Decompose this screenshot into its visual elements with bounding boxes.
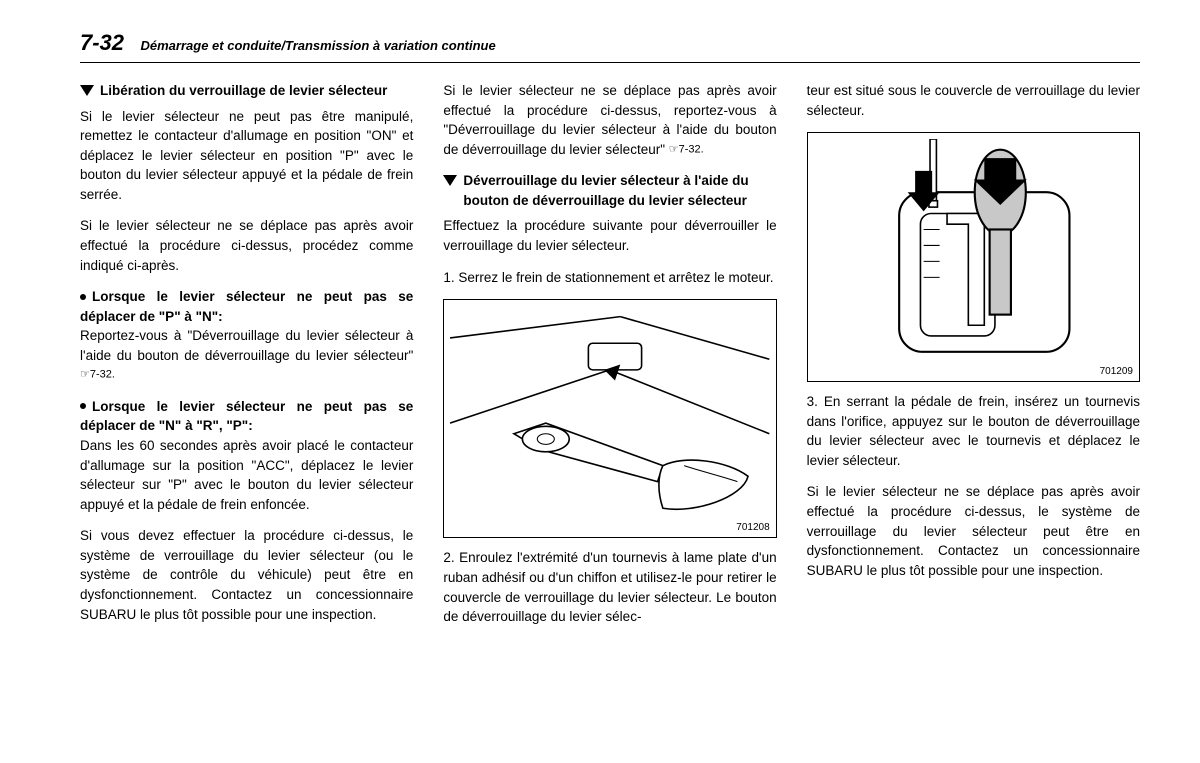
column-3: teur est situé sous le couvercle de verr… (807, 81, 1140, 639)
page-header: 7-32 Démarrage et conduite/Transmission … (80, 30, 1140, 63)
paragraph: Effectuez la procédure suivante pour dév… (443, 216, 776, 255)
step: 3. En serrant la pédale de frein, insére… (807, 392, 1140, 470)
column-2: Si le levier sélecteur ne se déplace pas… (443, 81, 776, 639)
illustration-screwdriver-cover (450, 306, 769, 519)
illustration-shifter-release (814, 139, 1133, 363)
figure-1: 701208 (443, 299, 776, 538)
paragraph: Si vous devez effectuer la procédure ci-… (80, 526, 413, 624)
figure-number: 701209 (814, 365, 1133, 380)
paragraph: Si le levier sélecteur ne peut pas être … (80, 107, 413, 205)
bullet-body: Reportez-vous à "Déverrouillage du levie… (80, 328, 413, 363)
bullet-dot-icon (80, 294, 86, 300)
paragraph-text: Si le levier sélecteur ne se déplace pas… (443, 83, 776, 157)
content-columns: Libération du verrouillage de levier sél… (80, 81, 1140, 639)
bullet-item: Lorsque le levier sélecteur ne peut pas … (80, 397, 413, 514)
cross-reference: ☞7-32. (80, 369, 115, 381)
triangle-bullet-icon (443, 175, 457, 186)
bullet-heading: Lorsque le levier sélecteur ne peut pas … (80, 399, 413, 434)
cross-reference: ☞7-32. (669, 143, 704, 155)
section-heading: Libération du verrouillage de levier sél… (80, 81, 413, 101)
paragraph: Si le levier sélecteur ne se déplace pas… (807, 482, 1140, 580)
triangle-bullet-icon (80, 85, 94, 96)
paragraph: Si le levier sélecteur ne se déplace pas… (80, 216, 413, 275)
step: 1. Serrez le frein de stationnement et a… (443, 268, 776, 288)
bullet-body: Dans les 60 secondes après avoir placé l… (80, 438, 413, 512)
step: 2. Enroulez l'extrémité d'un tournevis à… (443, 548, 776, 626)
section-title: Libération du verrouillage de levier sél… (100, 81, 387, 101)
section-heading: Déverrouillage du levier sélecteur à l'a… (443, 171, 776, 210)
page-title: Démarrage et conduite/Transmission à var… (141, 38, 496, 53)
bullet-dot-icon (80, 403, 86, 409)
figure-2: 701209 (807, 132, 1140, 382)
section-title: Déverrouillage du levier sélecteur à l'a… (463, 171, 776, 210)
bullet-item: Lorsque le levier sélecteur ne peut pas … (80, 287, 413, 385)
figure-number: 701208 (450, 521, 769, 536)
column-1: Libération du verrouillage de levier sél… (80, 81, 413, 639)
bullet-heading: Lorsque le levier sélecteur ne peut pas … (80, 289, 413, 324)
page-number: 7-32 (80, 30, 124, 55)
paragraph: Si le levier sélecteur ne se déplace pas… (443, 81, 776, 159)
paragraph: teur est situé sous le couvercle de verr… (807, 81, 1140, 120)
